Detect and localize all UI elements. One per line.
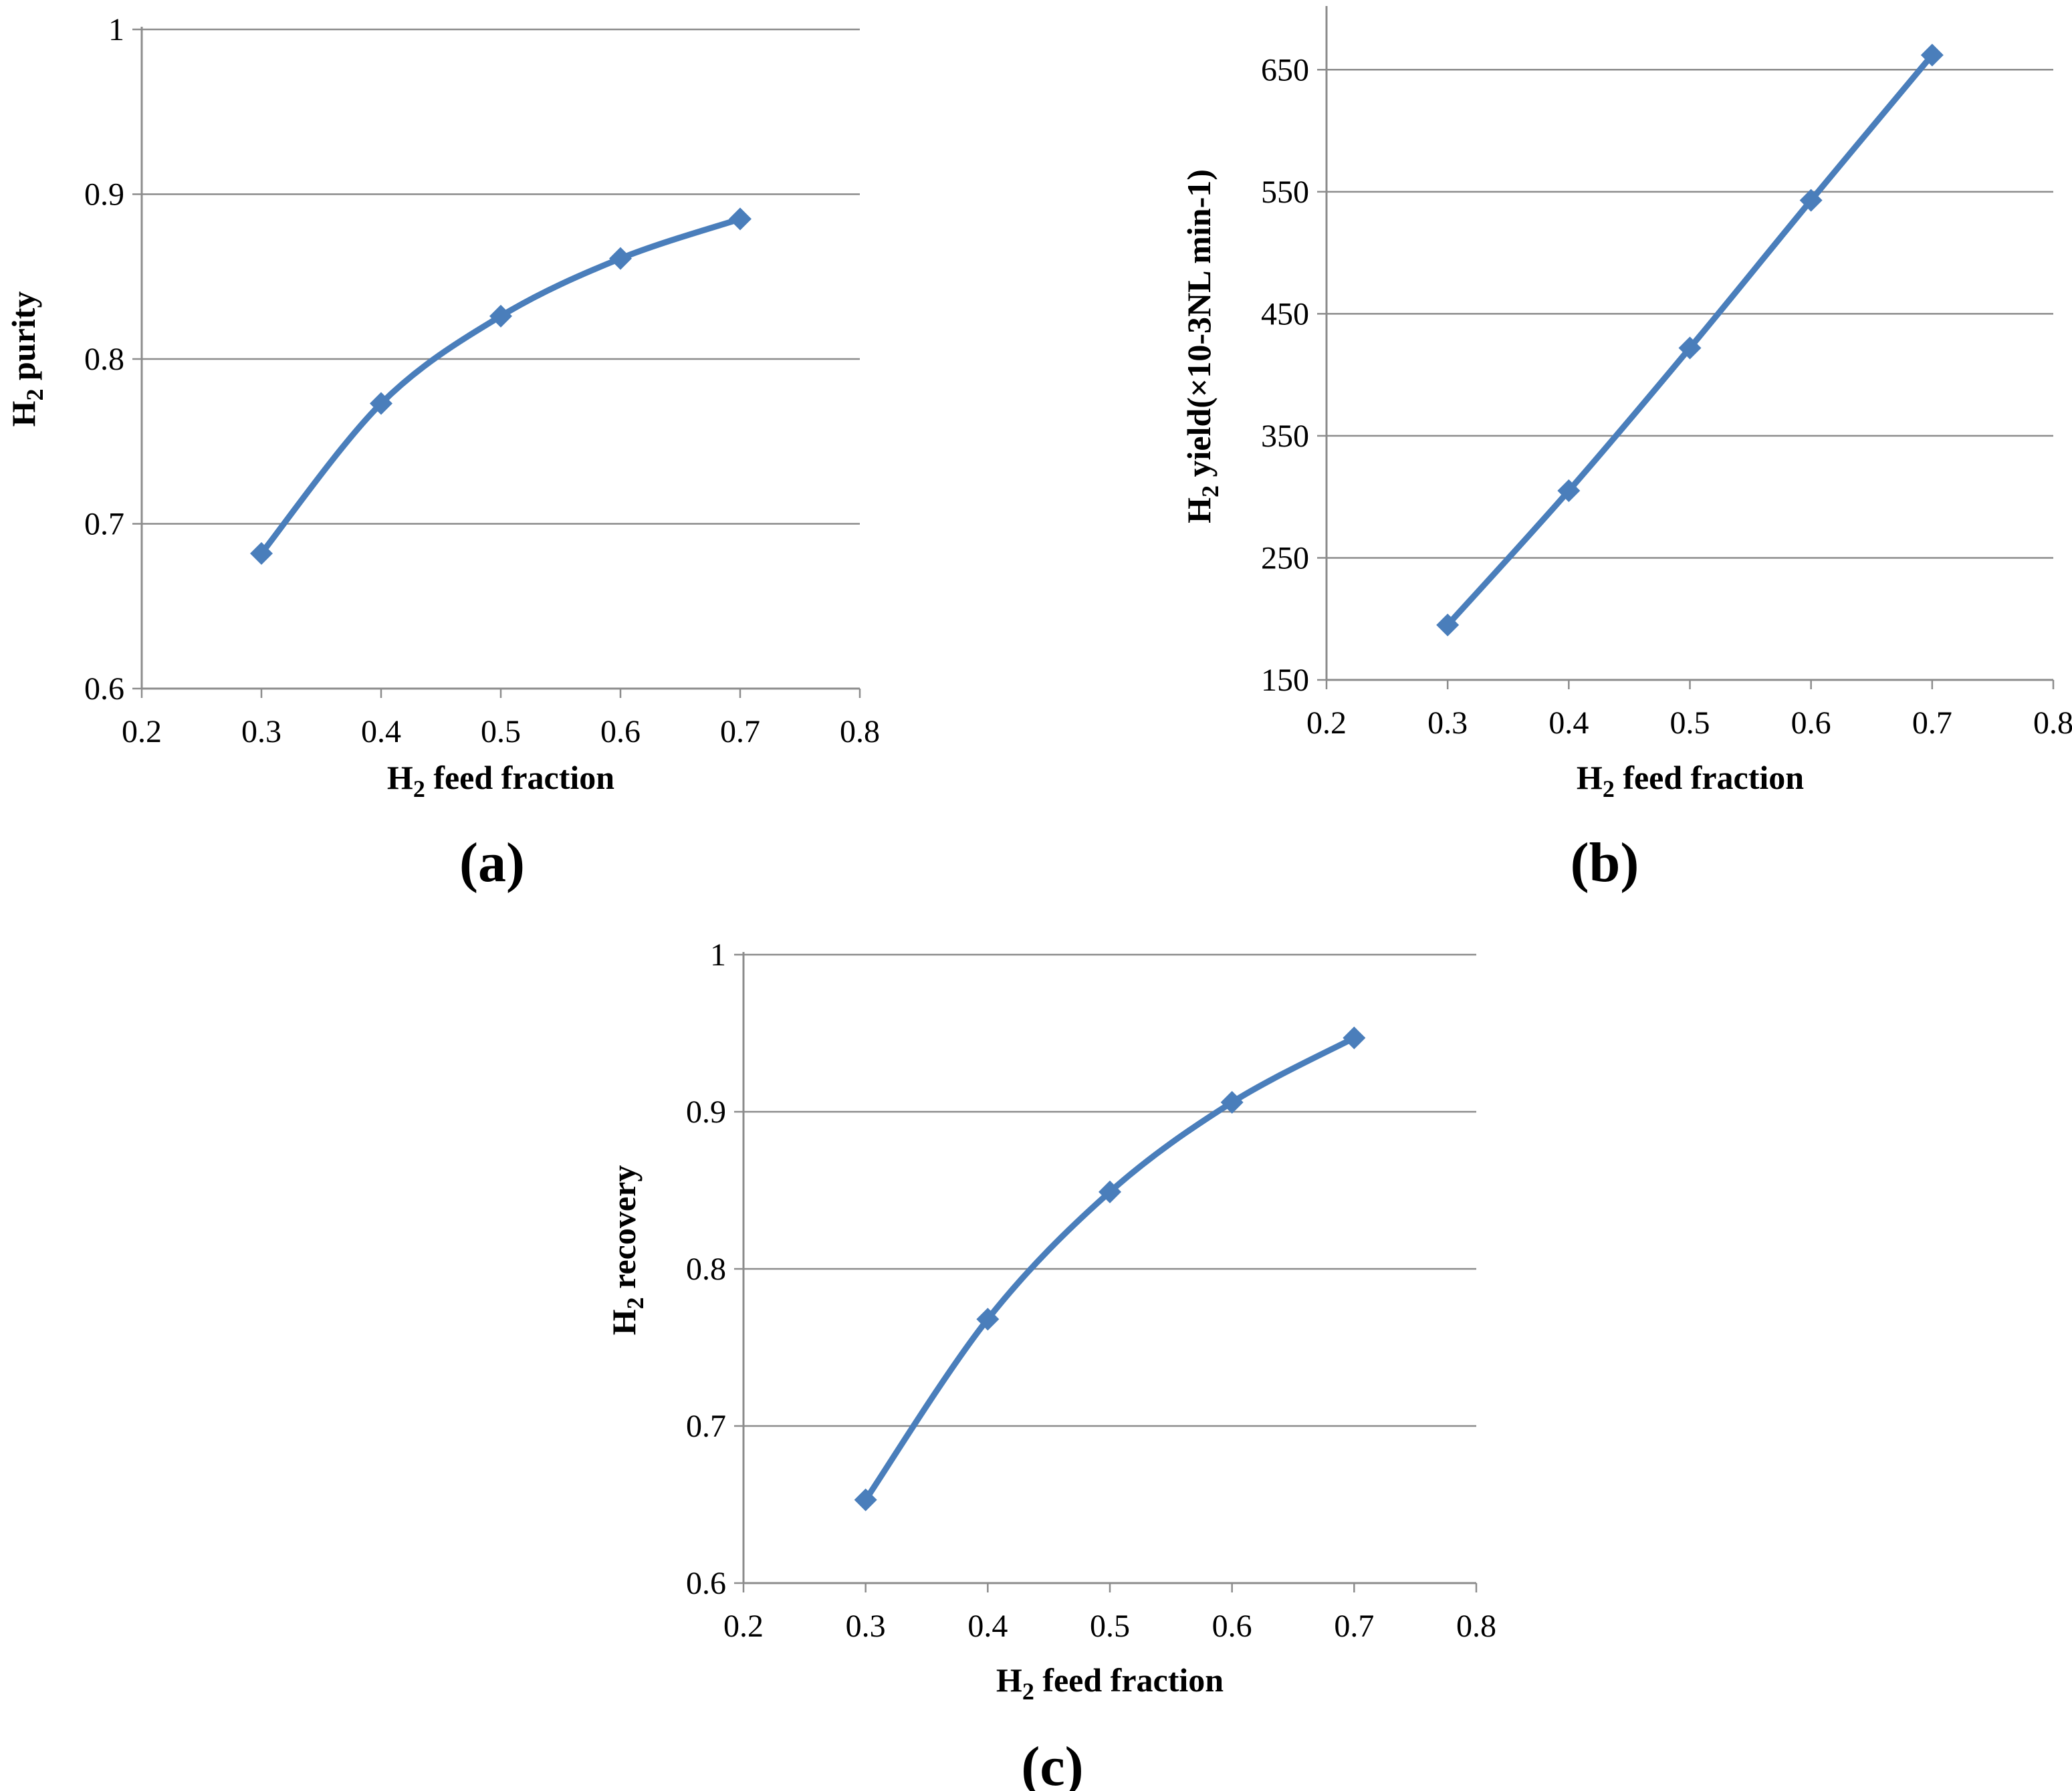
- data-point-marker: [1920, 43, 1944, 67]
- panel-label-a: (a): [459, 832, 525, 894]
- x-tick-label: 0.4: [1548, 705, 1589, 741]
- data-series: [1436, 43, 1944, 636]
- data-point-marker: [854, 1488, 877, 1512]
- y-tick-label: 1: [108, 12, 124, 47]
- y-tick-label: 0.7: [686, 1409, 726, 1444]
- y-tick-label: 1: [710, 937, 726, 973]
- y-tick-label: 150: [1261, 663, 1309, 698]
- x-tick-label: 0.8: [2033, 705, 2072, 741]
- data-point-marker: [250, 542, 273, 565]
- y-tick-label: 0.6: [686, 1566, 726, 1601]
- data-point-marker: [1343, 1026, 1366, 1050]
- x-tick-label: 0.5: [1670, 705, 1710, 741]
- y-tick-label: 250: [1261, 540, 1309, 576]
- series-line: [862, 1035, 1357, 1503]
- y-axis-label: H2 recovery: [605, 1165, 649, 1335]
- y-tick-label: 0.8: [84, 342, 124, 377]
- data-point-marker: [1099, 1180, 1121, 1203]
- tick-labels: 150 250 350 450 550 650 0.2 0.3 0.4 0.5 0.6 0.7 0.8: [1261, 52, 2072, 741]
- panel-label-c: (c): [1021, 1736, 1083, 1791]
- chart-panel-c: 0.6 0.7 0.8 0.9 1 0.2 0.3 0.4 0.5 0.6 0.7 0.8 H2 fe…: [605, 937, 1496, 1791]
- x-tick-label: 0.4: [967, 1608, 1008, 1644]
- y-axis-label: H2 yield(×10-3NL min-1): [1180, 169, 1224, 523]
- data-point-marker: [1220, 1090, 1244, 1114]
- x-tick-label: 0.6: [600, 714, 641, 749]
- x-tick-label: 0.7: [1334, 1608, 1374, 1644]
- data-series: [250, 207, 752, 565]
- data-point-marker: [1678, 336, 1702, 360]
- x-tick-label: 0.8: [1456, 1608, 1496, 1644]
- y-tick-label: 0.9: [686, 1094, 726, 1130]
- tick-labels: 0.6 0.7 0.8 0.9 1 0.2 0.3 0.4 0.5 0.6 0.7 0.8: [686, 937, 1496, 1644]
- y-tick-label: 650: [1261, 52, 1309, 88]
- x-axis-label: H2 feed fraction: [1577, 759, 1804, 802]
- x-tick-label: 0.6: [1212, 1608, 1252, 1644]
- data-point-marker: [370, 392, 392, 415]
- data-series: [854, 1026, 1366, 1512]
- x-tick-label: 0.3: [1427, 705, 1468, 741]
- x-tick-label: 0.3: [846, 1608, 886, 1644]
- grid-lines: [743, 953, 1476, 1427]
- y-tick-label: 350: [1261, 419, 1309, 454]
- data-point-marker: [1799, 189, 1823, 212]
- axes: [734, 952, 1478, 1592]
- x-tick-label: 0.4: [361, 714, 401, 749]
- x-tick-label: 0.2: [723, 1608, 764, 1644]
- data-point-marker: [1557, 479, 1581, 503]
- tick-labels: 0.6 0.7 0.8 0.9 1 0.2 0.3 0.4 0.5 0.6 0.7 0.8: [84, 12, 880, 749]
- x-tick-label: 0.3: [241, 714, 281, 749]
- grid-lines: [142, 28, 860, 525]
- x-axis-label: H2 feed fraction: [387, 759, 614, 802]
- x-tick-label: 0.2: [122, 714, 162, 749]
- panel-label-b: (b): [1571, 832, 1639, 894]
- x-tick-label: 0.6: [1791, 705, 1831, 741]
- axes: [1317, 6, 2055, 689]
- grid-lines: [1327, 69, 2053, 559]
- x-tick-label: 0.7: [720, 714, 760, 749]
- x-tick-label: 0.2: [1306, 705, 1347, 741]
- data-point-marker: [729, 207, 752, 231]
- axes: [132, 27, 861, 698]
- x-tick-label: 0.5: [1090, 1608, 1130, 1644]
- data-point-marker: [976, 1308, 1000, 1331]
- y-axis-label: H2 purity: [5, 291, 48, 427]
- series-line: [258, 215, 743, 557]
- chart-panel-a: 0.6 0.7 0.8 0.9 1 0.2 0.3 0.4 0.5 0.6 0.7 0.8 H2 fe…: [5, 12, 880, 894]
- x-axis-label: H2 feed fraction: [996, 1661, 1224, 1705]
- y-tick-label: 0.7: [84, 507, 124, 542]
- x-tick-label: 0.7: [1912, 705, 1952, 741]
- y-tick-label: 450: [1261, 296, 1309, 332]
- x-tick-label: 0.8: [840, 714, 880, 749]
- data-point-marker: [1436, 613, 1460, 636]
- y-tick-label: 550: [1261, 174, 1309, 210]
- data-point-marker: [609, 247, 632, 270]
- y-tick-label: 0.6: [84, 671, 124, 707]
- y-tick-label: 0.9: [84, 177, 124, 213]
- data-point-marker: [489, 304, 512, 328]
- y-tick-label: 0.8: [686, 1251, 726, 1287]
- x-tick-label: 0.5: [481, 714, 521, 749]
